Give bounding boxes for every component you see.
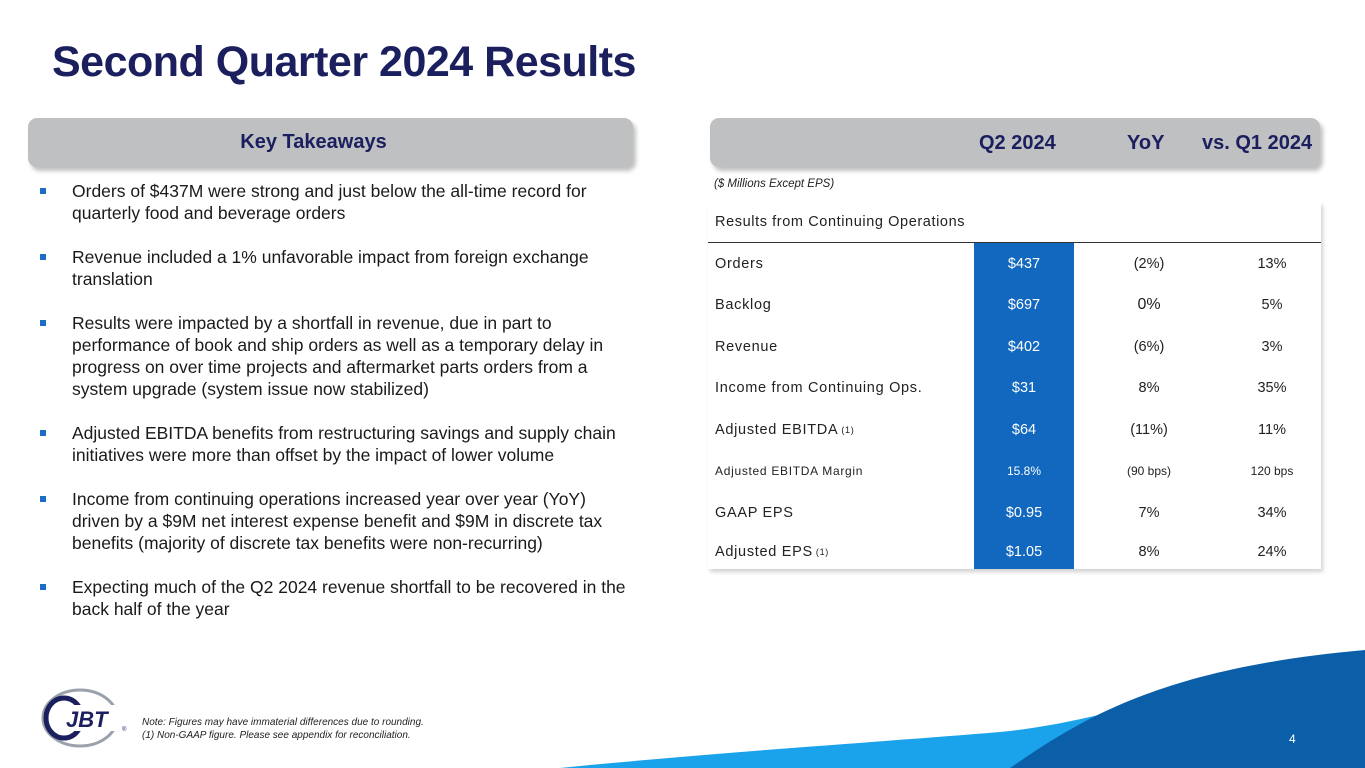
q2-value: $1.05 — [974, 534, 1074, 569]
table-row: Revenue $402 (6%) 3% — [708, 326, 1321, 368]
table-row: Orders $437 (2%) 13% — [708, 243, 1321, 285]
results-header-bar — [710, 118, 1320, 167]
takeaway-item: Revenue included a 1% unfavorable impact… — [40, 246, 630, 290]
row-label: GAAP EPS — [715, 505, 794, 521]
jbt-logo: JBT ® — [41, 688, 127, 748]
q2-value: $0.95 — [974, 492, 1074, 534]
bullet-icon — [40, 430, 46, 436]
footnote-marker: (1) — [841, 424, 855, 435]
vs-q1-value: 11% — [1258, 421, 1286, 438]
units-note: ($ Millions Except EPS) — [714, 178, 835, 190]
bullet-icon — [40, 254, 46, 260]
yoy-value: (11%) — [1130, 421, 1168, 438]
takeaway-text: Results were impacted by a shortfall in … — [72, 313, 604, 399]
table-row: Adjusted EBITDA (1) $64 (11%) 11% — [708, 409, 1321, 451]
vs-q1-value: 34% — [1257, 505, 1287, 521]
vs-q1-value: 3% — [1261, 338, 1283, 355]
column-header-q2: Q2 2024 — [979, 132, 1056, 154]
footnote: Note: Figures may have immaterial differ… — [142, 716, 424, 742]
footnote-marker: (1) — [815, 546, 829, 557]
vs-q1-value: 24% — [1257, 543, 1287, 560]
q2-value: 15.8% — [974, 450, 1074, 492]
vs-q1-value: 35% — [1257, 380, 1287, 397]
page-title: Second Quarter 2024 Results — [52, 38, 636, 86]
footnote-non-gaap: (1) Non-GAAP figure. Please see appendix… — [142, 730, 411, 741]
q2-value: $64 — [974, 409, 1074, 451]
row-label: Revenue — [715, 338, 778, 355]
takeaway-item: Income from continuing operations increa… — [40, 488, 630, 554]
row-label: Orders — [715, 255, 764, 272]
svg-text:JBT: JBT — [66, 707, 109, 732]
yoy-value: (6%) — [1133, 338, 1165, 355]
table-row: Adjusted EBITDA Margin 15.8% (90 bps) 12… — [708, 450, 1321, 492]
row-label: Income from Continuing Ops. — [715, 380, 923, 397]
row-label: Adjusted EPS (1) — [715, 543, 829, 560]
yoy-value: 8% — [1138, 543, 1160, 560]
vs-q1-value: 13% — [1257, 255, 1287, 272]
row-label: Backlog — [715, 297, 772, 314]
q2-value: $697 — [974, 284, 1074, 326]
bullet-icon — [40, 584, 46, 590]
table-row: Backlog $697 0% 5% — [708, 284, 1321, 326]
yoy-value: 0% — [1137, 296, 1161, 314]
takeaway-item: Adjusted EBITDA benefits from restructur… — [40, 422, 630, 466]
table-row: GAAP EPS $0.95 7% 34% — [708, 492, 1321, 534]
takeaway-text: Income from continuing operations increa… — [72, 489, 603, 553]
svg-text:®: ® — [122, 726, 127, 733]
row-label: Adjusted EBITDA Margin — [715, 464, 864, 479]
takeaway-text: Adjusted EBITDA benefits from restructur… — [72, 423, 616, 465]
section-title: Results from Continuing Operations — [708, 202, 1321, 243]
q2-value: $437 — [974, 243, 1074, 285]
yoy-value: (90 bps) — [1126, 464, 1172, 479]
key-takeaways-label: Key Takeaways — [240, 131, 387, 153]
key-takeaways-header: Key Takeaways — [28, 118, 633, 167]
bullet-icon — [40, 320, 46, 326]
takeaway-text: Expecting much of the Q2 2024 revenue sh… — [72, 577, 626, 619]
yoy-value: 7% — [1138, 505, 1160, 521]
results-table: Results from Continuing Operations Order… — [708, 202, 1321, 569]
table-row: Adjusted EPS (1) $1.05 8% 24% — [708, 534, 1321, 569]
vs-q1-value: 120 bps — [1250, 464, 1294, 479]
takeaway-text: Revenue included a 1% unfavorable impact… — [72, 247, 589, 289]
column-header-yoy: YoY — [1127, 132, 1165, 154]
q2-value: $31 — [974, 367, 1074, 409]
takeaway-item: Orders of $437M were strong and just bel… — [40, 180, 630, 224]
takeaway-text: Orders of $437M were strong and just bel… — [72, 181, 587, 223]
bullet-icon — [40, 496, 46, 502]
footnote-rounding: Note: Figures may have immaterial differ… — [142, 717, 424, 728]
q2-value: $402 — [974, 326, 1074, 368]
page-number: 4 — [1289, 732, 1296, 746]
yoy-value: 8% — [1138, 380, 1160, 397]
takeaways-list: Orders of $437M were strong and just bel… — [40, 180, 630, 642]
takeaway-item: Results were impacted by a shortfall in … — [40, 312, 630, 400]
yoy-value: (2%) — [1133, 255, 1165, 272]
takeaway-item: Expecting much of the Q2 2024 revenue sh… — [40, 576, 630, 620]
bullet-icon — [40, 188, 46, 194]
table-row: Income from Continuing Ops. $31 8% 35% — [708, 367, 1321, 409]
row-label: Adjusted EBITDA (1) — [715, 421, 855, 438]
column-header-vs-q1: vs. Q1 2024 — [1202, 132, 1313, 154]
vs-q1-value: 5% — [1261, 297, 1283, 314]
